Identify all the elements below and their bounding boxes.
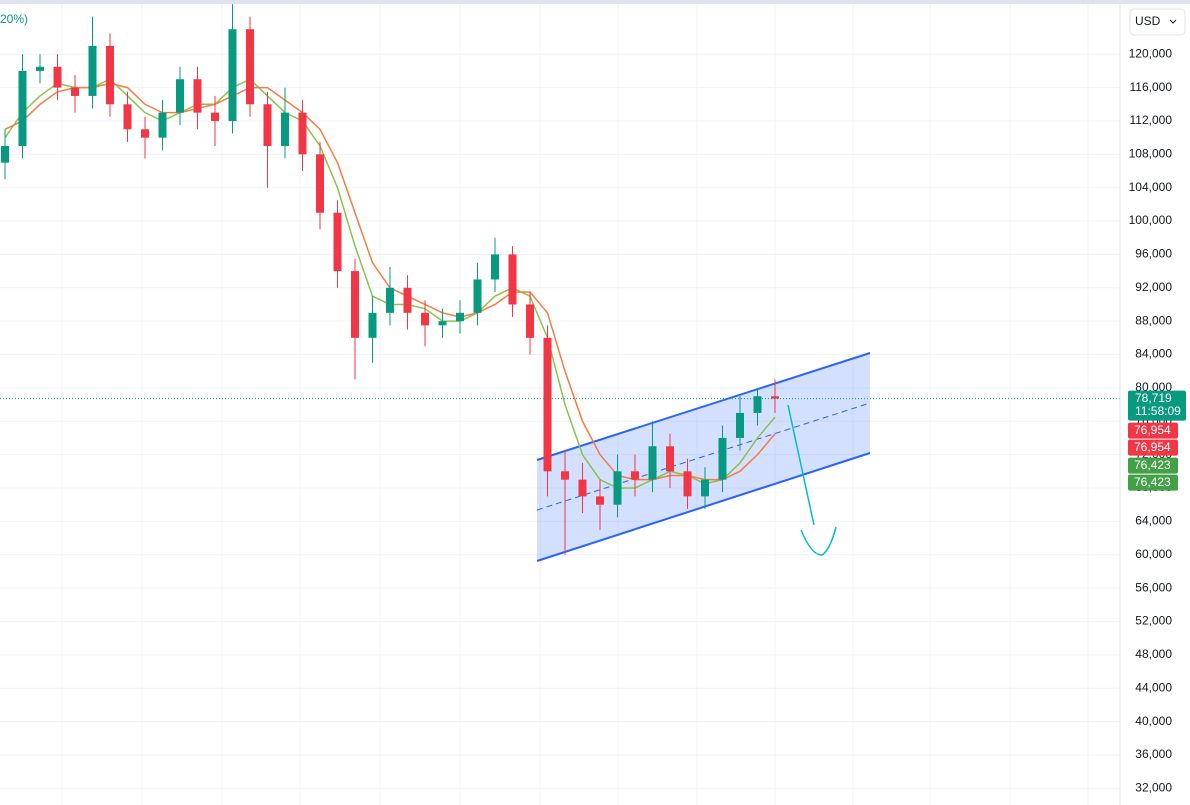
candle-body <box>701 479 709 497</box>
y-tick-label: 100,000 <box>1129 213 1173 227</box>
candle-body <box>596 496 604 505</box>
last-price-label: 78,719 <box>1135 391 1172 405</box>
candle-body <box>648 446 657 480</box>
candle-body <box>298 112 307 155</box>
candle-body <box>421 312 429 326</box>
candle-body <box>123 104 132 130</box>
candle-body <box>53 66 62 88</box>
y-tick-label: 120,000 <box>1129 46 1173 60</box>
candle-body <box>386 287 394 313</box>
candle-body <box>771 396 779 399</box>
candle-body <box>106 45 114 105</box>
candle-body <box>438 321 447 326</box>
candle-body <box>561 471 569 480</box>
price-tag <box>1128 457 1178 474</box>
candle-body <box>753 396 762 413</box>
y-tick-label: 116,000 <box>1130 80 1173 94</box>
y-tick-label: 84,000 <box>1135 347 1172 361</box>
price-tag <box>1128 422 1178 439</box>
y-tick-label: 64,000 <box>1135 514 1172 528</box>
candle-body <box>71 87 79 96</box>
y-tick-label: 104,000 <box>1129 180 1173 194</box>
y-tick-label: 108,000 <box>1129 146 1173 160</box>
y-tick-label: 88,000 <box>1135 313 1172 327</box>
candle-body <box>666 446 674 472</box>
candle-body <box>456 312 464 322</box>
candle-body <box>141 129 149 138</box>
candle-body <box>316 154 324 213</box>
candle-body <box>526 304 534 338</box>
candle-body <box>333 212 342 272</box>
candle-body <box>211 112 219 121</box>
candle-body <box>263 104 272 146</box>
y-tick-label: 32,000 <box>1135 780 1172 794</box>
price-tag <box>1128 474 1178 491</box>
y-tick-label: 48,000 <box>1135 647 1172 661</box>
candle-body <box>368 312 377 338</box>
candle-body <box>736 412 744 438</box>
y-tick-label: 52,000 <box>1135 614 1172 628</box>
candle-body <box>176 79 184 113</box>
candle-body <box>683 471 692 497</box>
candle-body <box>578 479 587 497</box>
indicator-text: 20%) <box>0 12 28 26</box>
y-axis: 32,000 36,000 40,000 44,000 48,000 52,000 56,0… <box>1129 46 1173 794</box>
drawing-arrow-head <box>800 526 837 556</box>
candle-body <box>88 45 97 96</box>
candle-body <box>403 287 412 313</box>
candle-body <box>36 66 44 71</box>
candle-body <box>281 112 289 146</box>
price-tag <box>1128 439 1178 456</box>
y-tick-label: 44,000 <box>1135 680 1172 694</box>
candle-body <box>508 254 517 305</box>
top-bar <box>0 0 1190 4</box>
candle-body <box>718 437 727 480</box>
currency-button[interactable] <box>1129 8 1186 36</box>
candle-body <box>351 271 359 338</box>
candle-body <box>158 112 167 138</box>
channel-bottom <box>536 452 871 562</box>
candle-body <box>1 145 9 163</box>
drawing-arrow <box>787 404 815 526</box>
price-tag-label: 76,423 <box>1134 475 1171 489</box>
candle-body <box>631 471 639 480</box>
y-tick-label: 56,000 <box>1135 580 1172 594</box>
y-tick-label: 40,000 <box>1135 714 1172 728</box>
currency-caret[interactable] <box>1169 19 1177 24</box>
y-tick-label: 80,000 <box>1135 380 1172 394</box>
grid <box>0 53 1120 789</box>
y-tick-label: 112,000 <box>1130 113 1173 127</box>
candle-body <box>473 279 482 313</box>
y-tick-label: 36,000 <box>1135 747 1172 761</box>
price-tag-label: 76,954 <box>1134 423 1171 437</box>
plot <box>0 4 1120 555</box>
candle-body <box>543 337 552 472</box>
candle-body <box>228 29 237 121</box>
y-tick-label: 92,000 <box>1135 280 1172 294</box>
y-tick-label: 60,000 <box>1135 547 1172 561</box>
countdown-label: 11:58:09 <box>1135 404 1181 418</box>
currency-label[interactable]: USD <box>1135 14 1161 28</box>
candle-body <box>613 471 622 505</box>
candle-body <box>491 254 499 280</box>
last-price-tag <box>1128 390 1186 421</box>
vertical-grid <box>61 4 1089 805</box>
y-tick-label: 96,000 <box>1135 247 1172 261</box>
candle-body <box>193 79 202 113</box>
candle-body <box>246 29 254 105</box>
channel-top <box>536 352 871 461</box>
candle-body <box>18 70 27 146</box>
price-tag-label: 76,954 <box>1134 440 1171 454</box>
channel-mid <box>536 402 871 511</box>
price-tag-label: 76,423 <box>1134 458 1171 472</box>
